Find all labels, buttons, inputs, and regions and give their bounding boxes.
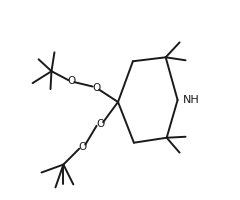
Text: O: O — [78, 142, 86, 152]
Text: O: O — [96, 119, 104, 129]
Text: O: O — [67, 76, 75, 86]
Text: O: O — [92, 83, 100, 93]
Text: NH: NH — [183, 95, 199, 105]
